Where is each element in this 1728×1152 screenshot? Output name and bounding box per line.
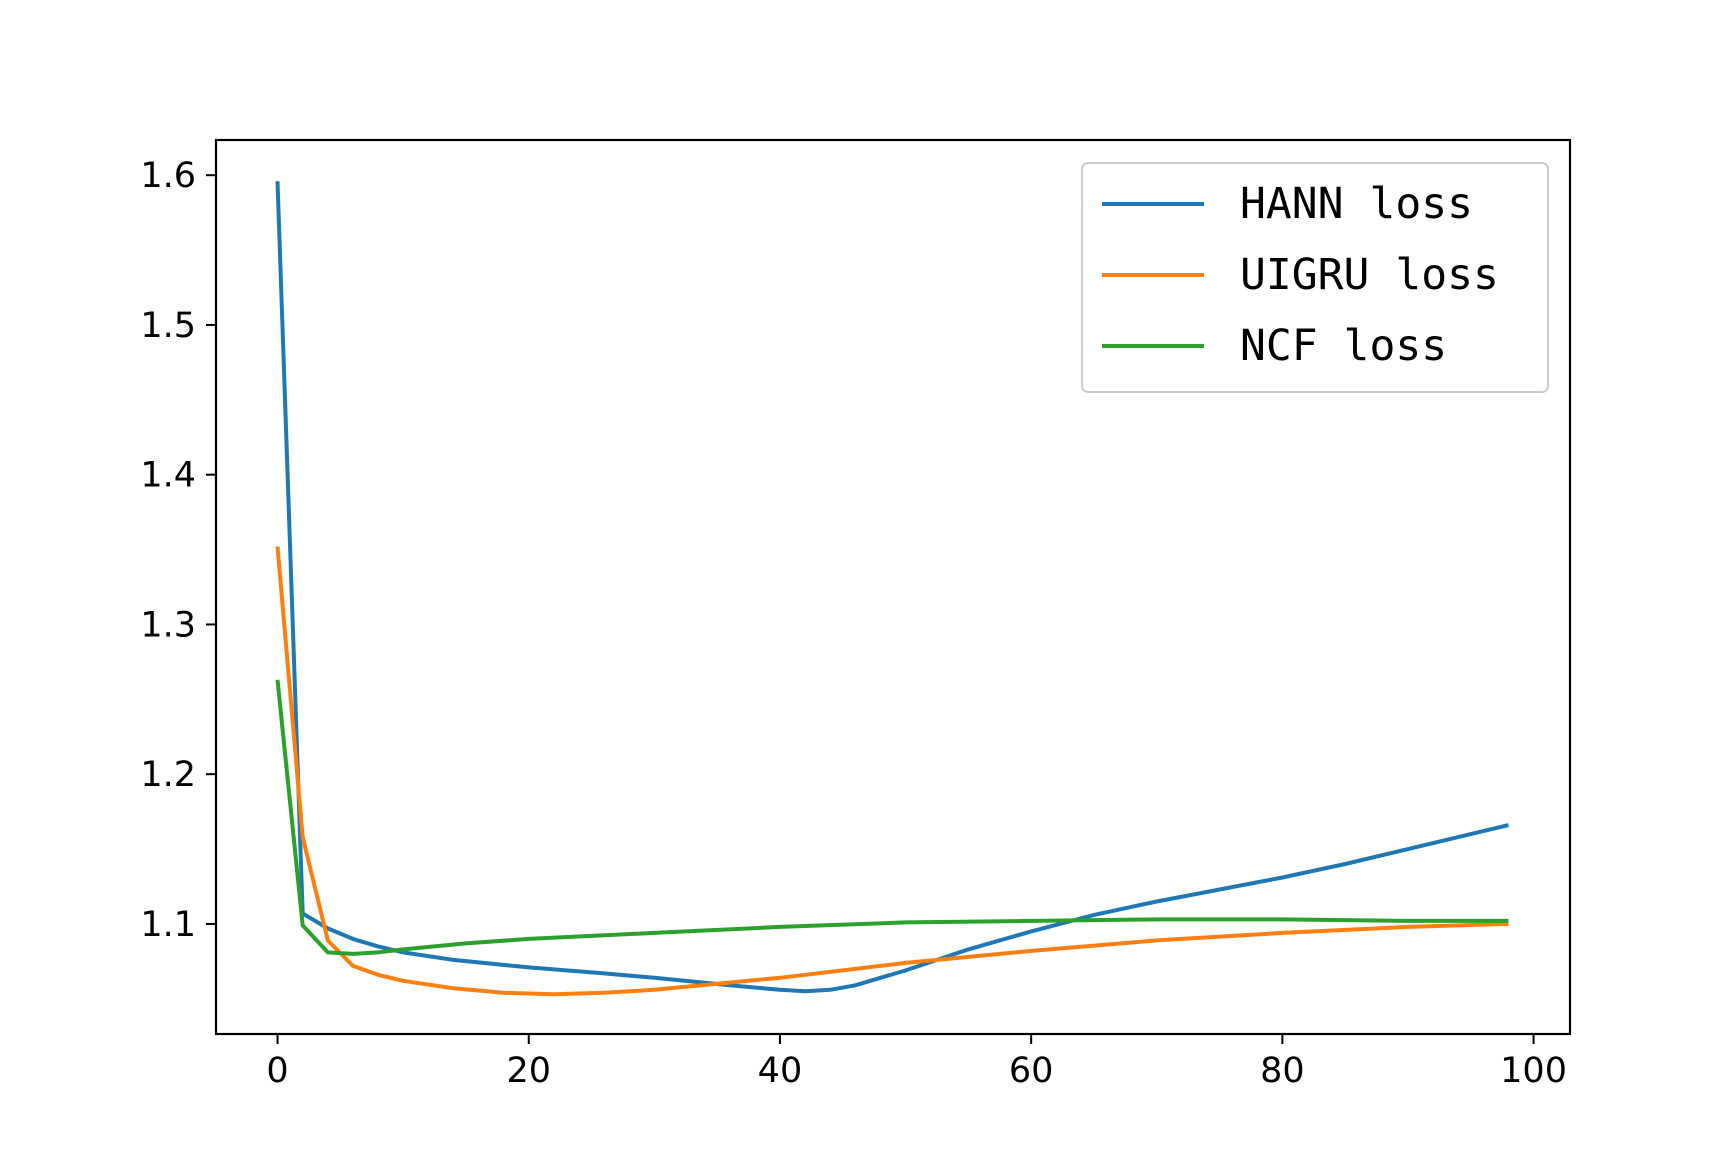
x-tick-label: 0 (266, 1051, 288, 1091)
y-tick-label: 1.5 (140, 306, 196, 346)
legend: HANN loss UIGRU loss NCF loss (1081, 162, 1549, 393)
y-tick-label: 1.2 (140, 755, 196, 795)
series-layer (275, 181, 1509, 997)
x-tick-label: 60 (1009, 1051, 1054, 1091)
x-axis: 0 20 40 60 80 100 (266, 1034, 1567, 1091)
series-line-hann-loss (275, 181, 1509, 994)
y-tick-label: 1.3 (140, 605, 196, 645)
series-line-ncf-loss (275, 679, 1509, 956)
legend-label: UIGRU loss (1240, 250, 1499, 300)
legend-label: HANN loss (1240, 179, 1473, 229)
y-tick-label: 1.1 (140, 905, 196, 945)
legend-box (1081, 162, 1549, 393)
y-tick-label: 1.4 (140, 456, 196, 496)
x-tick-label: 100 (1500, 1051, 1567, 1091)
legend-label: NCF loss (1240, 321, 1447, 371)
axes-frame (214, 138, 1572, 1036)
x-tick-label: 20 (506, 1051, 551, 1091)
x-tick-label: 80 (1260, 1051, 1305, 1091)
series-line-uigru-loss (275, 546, 1509, 997)
x-tick-label: 40 (758, 1051, 803, 1091)
y-tick-label: 1.6 (140, 156, 196, 196)
y-axis: 1.1 1.2 1.3 1.4 1.5 1.6 (140, 156, 216, 945)
